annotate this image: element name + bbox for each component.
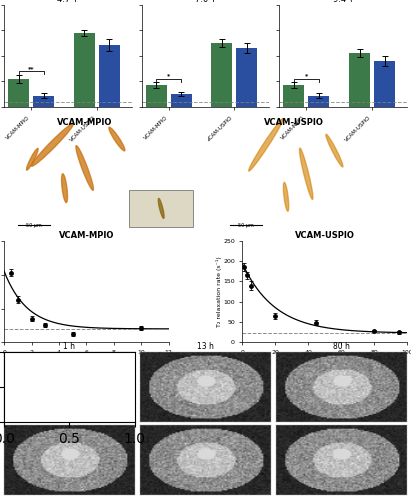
Ellipse shape <box>76 146 93 190</box>
Text: *: * <box>305 74 308 78</box>
Text: *: * <box>167 74 170 78</box>
Bar <box>146 86 167 106</box>
Title: 80 h: 80 h <box>333 342 350 351</box>
Text: 50 μm: 50 μm <box>238 223 254 228</box>
Y-axis label: Naïve: Naïve <box>0 451 1 469</box>
Title: VCAM-USPIO: VCAM-USPIO <box>295 231 355 240</box>
Bar <box>374 61 395 106</box>
Text: VCAM-MPIO: VCAM-MPIO <box>57 118 112 128</box>
Title: VCAM-MPIO: VCAM-MPIO <box>59 231 114 240</box>
Title: 1 h: 1 h <box>63 342 76 351</box>
Bar <box>33 96 54 106</box>
Text: VCAM-USPIO: VCAM-USPIO <box>264 118 324 128</box>
Ellipse shape <box>62 174 67 203</box>
Y-axis label: Inflammation: Inflammation <box>0 366 1 408</box>
Ellipse shape <box>158 198 164 218</box>
Text: 50 μm: 50 μm <box>26 223 42 228</box>
Bar <box>308 96 329 106</box>
Bar <box>129 190 194 227</box>
Title: 4.7 T: 4.7 T <box>58 0 78 4</box>
Bar <box>8 78 29 106</box>
X-axis label: Time after injection (min): Time after injection (min) <box>46 356 126 362</box>
Ellipse shape <box>249 118 283 171</box>
Text: **: ** <box>28 66 34 71</box>
Title: 7.0 T: 7.0 T <box>195 0 216 4</box>
Bar <box>236 48 257 106</box>
Ellipse shape <box>109 127 125 151</box>
Ellipse shape <box>284 182 289 211</box>
Ellipse shape <box>26 148 38 170</box>
Title: 9.4 T: 9.4 T <box>333 0 353 4</box>
Ellipse shape <box>326 134 343 167</box>
Bar <box>211 43 233 106</box>
Bar <box>349 54 370 106</box>
Title: 13 h: 13 h <box>197 342 214 351</box>
Ellipse shape <box>31 124 74 166</box>
Bar <box>171 94 192 106</box>
X-axis label: Time after injection (h): Time after injection (h) <box>289 356 361 362</box>
Bar <box>283 86 305 106</box>
Y-axis label: T₂ relaxation rate (s⁻¹): T₂ relaxation rate (s⁻¹) <box>216 256 222 327</box>
Bar <box>74 33 95 106</box>
Bar <box>99 44 120 106</box>
Ellipse shape <box>300 148 313 200</box>
